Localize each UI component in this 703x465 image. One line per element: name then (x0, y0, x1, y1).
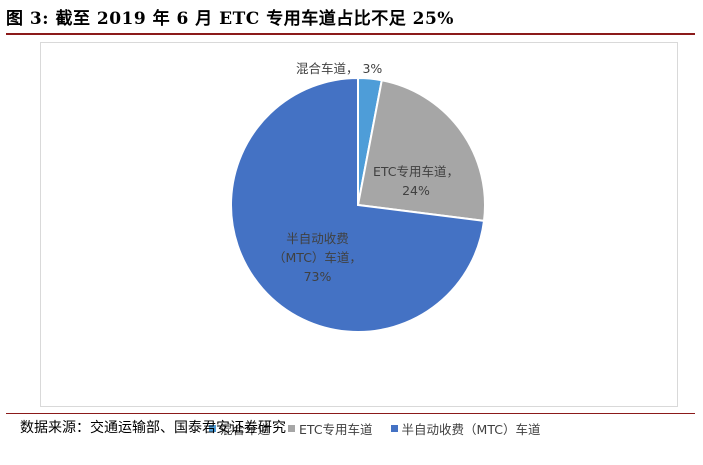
legend-swatch (288, 425, 296, 432)
figure-title: 图 3: 截至 2019 年 6 月 ETC 专用车道占比不足 25% (6, 9, 454, 29)
pie-chart (230, 76, 486, 333)
slice-label-line: 73% (303, 269, 332, 284)
slice-label-line: 混合车道， 3% (296, 61, 383, 76)
slice-label-mixed-lane: 混合车道， 3% (296, 59, 382, 78)
pie-slice-etc-lane (356, 79, 486, 223)
chart-legend: 混合车道 ETC专用车道 半自动收费（MTC）车道 (209, 419, 540, 438)
slice-label-line: ETC专用车道， (373, 164, 460, 179)
slice-label-etc-lane: ETC专用车道， 24% (373, 162, 459, 200)
legend-swatch (209, 425, 216, 432)
legend-label: 半自动收费（MTC）车道 (401, 422, 541, 437)
legend-swatch (390, 425, 398, 432)
legend-item-mtc-lane: 半自动收费（MTC）车道 (390, 419, 541, 438)
pie-slice-mtc-lane (230, 76, 486, 333)
legend-item-etc-lane: ETC专用车道 (288, 419, 373, 438)
slice-label-line: （MTC）车道， (273, 250, 362, 265)
chart-frame: 混合车道， 3% ETC专用车道， 24% 半自动收费 （MTC）车道， 73%… (40, 42, 678, 437)
source-note: 数据来源：交通运输部、国泰君安证券研究 (20, 420, 286, 436)
legend-label: 混合车道 (220, 422, 271, 437)
source-divider (6, 413, 695, 414)
title-divider (6, 33, 695, 35)
legend-label: ETC专用车道 (299, 422, 373, 437)
slice-label-line: 半自动收费 (286, 231, 349, 246)
slice-label-mtc-lane: 半自动收费 （MTC）车道， 73% (273, 229, 362, 286)
slice-label-line: 24% (402, 183, 430, 198)
legend-item-mixed-lane: 混合车道 (209, 419, 270, 438)
